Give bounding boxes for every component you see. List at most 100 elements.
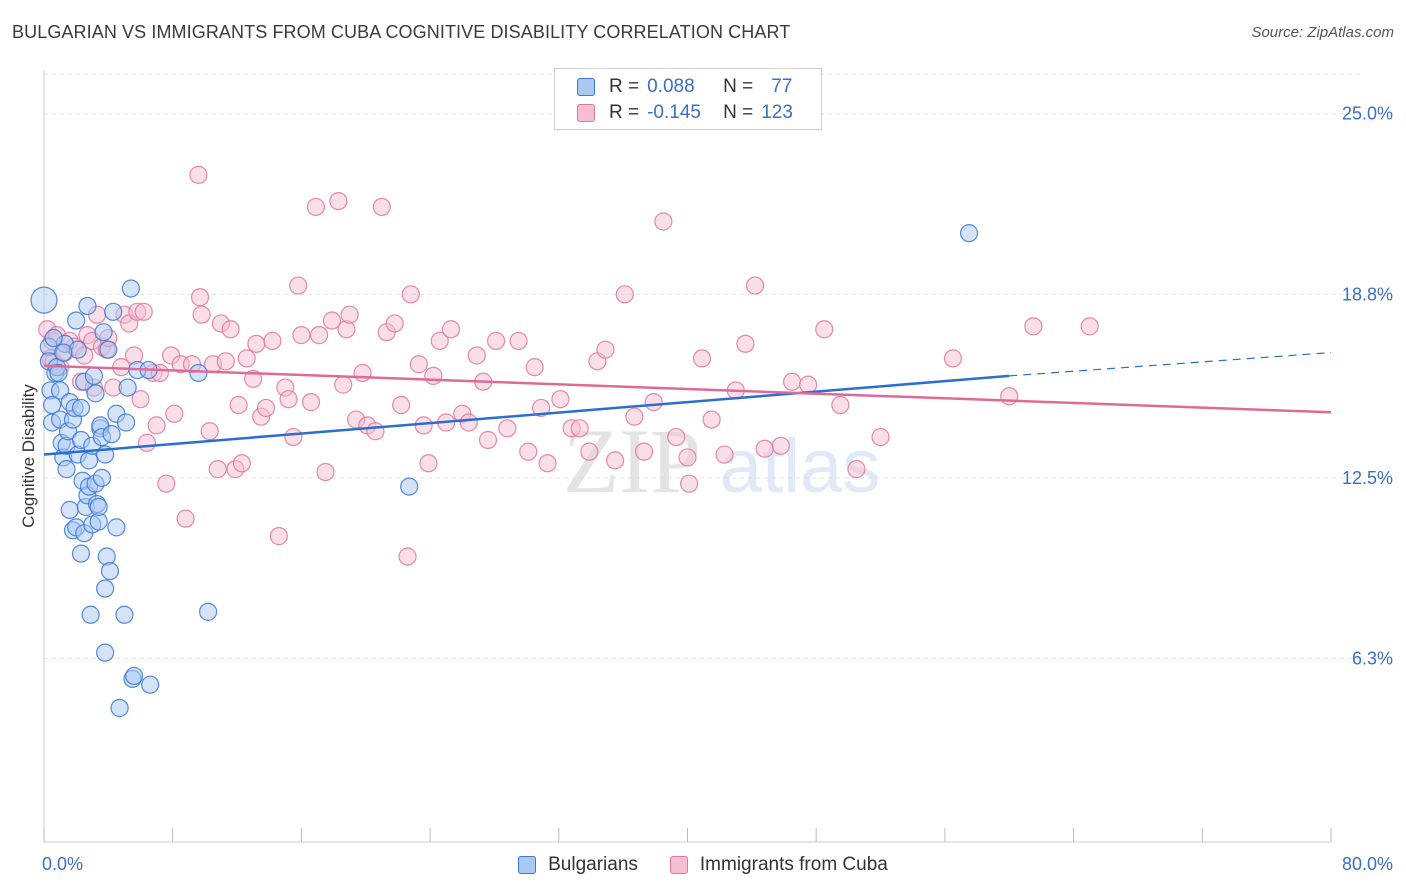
data-point	[509, 331, 528, 351]
data-point	[124, 666, 144, 686]
y-tick-label: 18.8%	[1342, 284, 1393, 304]
legend-n-label: N =	[723, 76, 754, 97]
data-point	[100, 561, 120, 581]
data-point	[221, 320, 240, 339]
legend-r-label: R =	[609, 102, 640, 123]
data-point	[147, 416, 166, 435]
data-point	[815, 320, 834, 339]
stats-legend: R = 0.088 N = 77 R = -0.145 N = 123	[554, 68, 822, 130]
data-point	[634, 442, 654, 461]
data-point	[771, 436, 790, 455]
data-point	[237, 349, 256, 368]
data-point	[71, 398, 91, 418]
legend-item-bulgarians: Bulgarians	[518, 854, 638, 876]
data-point	[216, 352, 235, 371]
data-point	[615, 285, 634, 304]
data-point	[654, 212, 673, 231]
legend-r-value: 0.088	[647, 76, 695, 97]
data-point	[441, 320, 461, 339]
data-point	[78, 296, 97, 316]
data-point	[486, 331, 506, 351]
data-point	[419, 454, 438, 473]
y-tick-label: 12.5%	[1342, 468, 1393, 488]
data-point	[606, 451, 625, 470]
x-tick-label: 80.0%	[1342, 854, 1393, 874]
data-point	[1024, 317, 1043, 336]
data-point	[715, 445, 734, 464]
data-point	[329, 191, 348, 211]
legend-r-value: -0.145	[647, 102, 701, 123]
data-point	[316, 462, 335, 482]
data-point	[110, 698, 129, 718]
y-tick-label: 6.3%	[1352, 648, 1393, 668]
legend-item-cuba: Immigrants from Cuba	[669, 854, 888, 876]
data-point	[60, 500, 79, 519]
data-point	[498, 419, 517, 438]
data-point	[92, 468, 112, 487]
data-point	[625, 407, 644, 426]
data-point	[189, 165, 208, 184]
y-axis-label: Cognitive Disability	[19, 384, 38, 528]
data-point	[667, 427, 686, 447]
legend-swatch-blue	[518, 856, 537, 874]
data-point	[49, 363, 68, 383]
data-point	[831, 395, 850, 415]
data-point	[96, 643, 115, 662]
data-point	[256, 398, 276, 418]
data-point	[596, 340, 615, 359]
legend-swatch-pink	[669, 856, 688, 874]
data-point	[943, 349, 963, 368]
chart-title: BULGARIAN VS IMMIGRANTS FROM CUBA COGNIT…	[12, 22, 791, 42]
legend-label-bulgarians: Bulgarians	[548, 854, 638, 875]
data-point	[269, 527, 288, 546]
data-point	[306, 197, 325, 217]
data-point	[229, 395, 248, 415]
data-point	[644, 393, 663, 412]
legend-n-value: 77	[771, 76, 793, 97]
data-point	[392, 395, 411, 415]
data-point	[67, 311, 86, 330]
data-point	[141, 675, 160, 694]
data-point	[385, 314, 404, 333]
data-point	[247, 334, 266, 353]
data-point	[189, 363, 208, 383]
data-point	[353, 363, 372, 383]
data-point	[190, 288, 210, 307]
data-point	[192, 305, 211, 324]
trend-lines	[43, 351, 1332, 456]
data-point	[372, 197, 391, 217]
data-point	[71, 544, 91, 563]
data-point	[208, 460, 227, 479]
data-point	[198, 602, 218, 621]
data-point	[340, 305, 359, 324]
series-legend: Bulgarians Immigrants from Cuba	[0, 852, 1406, 878]
data-point	[478, 430, 498, 450]
data-point	[89, 497, 108, 517]
data-point	[157, 474, 176, 493]
data-point	[94, 323, 113, 342]
data-point	[81, 605, 100, 624]
source-label: Source: ZipAtlas.com	[1251, 24, 1394, 41]
data-point	[263, 331, 282, 351]
data-point	[104, 302, 123, 321]
data-point	[401, 285, 420, 304]
data-point	[580, 442, 599, 461]
trend-line-cuba	[43, 364, 1332, 414]
legend-swatch-blue	[577, 78, 595, 96]
series-bulgarians	[30, 224, 979, 718]
data-point	[736, 334, 755, 353]
series-immigrants-from-cuba	[38, 165, 1099, 566]
legend-label-cuba: Immigrants from Cuba	[699, 854, 888, 875]
data-point	[459, 413, 478, 432]
data-point	[309, 326, 329, 345]
data-point	[121, 279, 140, 298]
data-point	[115, 605, 134, 624]
data-point	[134, 302, 153, 321]
data-point	[755, 439, 774, 458]
data-point	[532, 398, 551, 418]
data-point	[284, 427, 303, 447]
data-point	[525, 358, 544, 377]
data-point	[424, 366, 443, 385]
data-point	[678, 448, 697, 467]
